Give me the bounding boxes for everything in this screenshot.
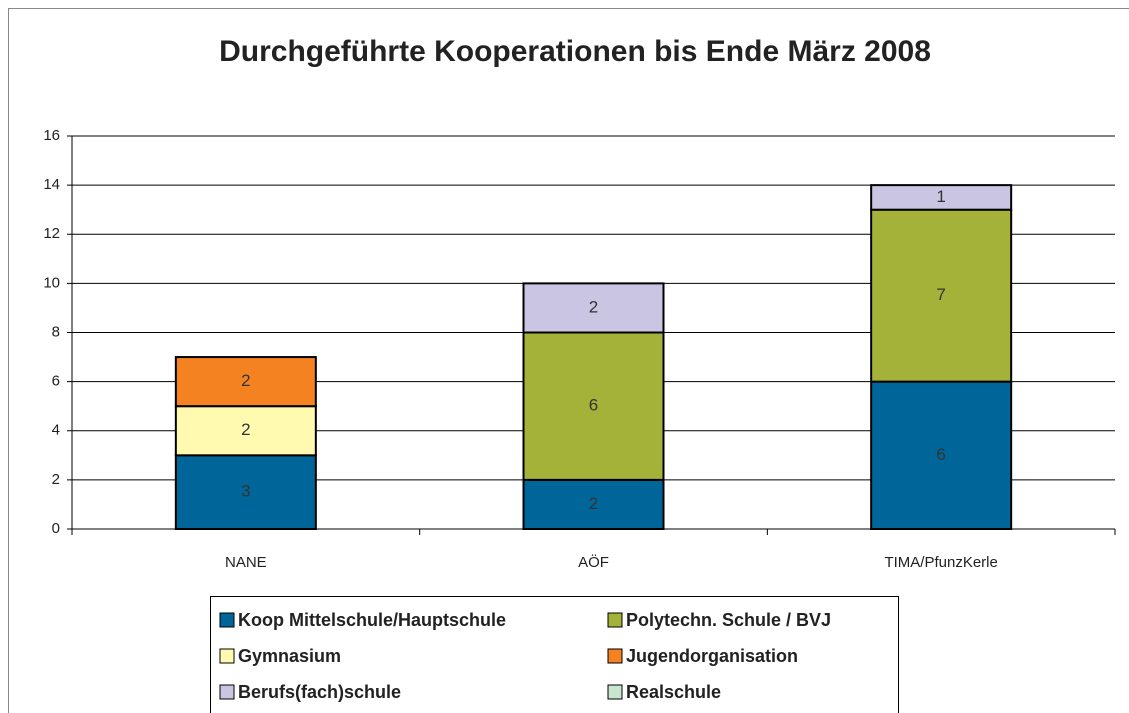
bar-segment xyxy=(174,454,317,530)
data-label: 2 xyxy=(241,371,250,390)
y-tick-label: 2 xyxy=(52,471,60,488)
bar-segment xyxy=(522,478,665,530)
x-tick-label: TIMA/PfunzKerle xyxy=(884,554,997,571)
y-tick-label: 6 xyxy=(52,373,60,390)
chart-title: Durchgeführte Kooperationen bis Ende Mär… xyxy=(219,35,931,68)
legend-label: Berufs(fach)schule xyxy=(238,682,401,702)
data-label: 6 xyxy=(936,445,945,464)
bar-segment xyxy=(870,380,1013,530)
data-label: 2 xyxy=(241,420,250,439)
legend-label: Realschule xyxy=(626,682,721,702)
y-tick-label: 12 xyxy=(43,225,60,242)
legend-swatch xyxy=(607,648,623,664)
data-label: 6 xyxy=(589,396,598,415)
legend-swatch xyxy=(219,684,235,700)
bar-segment xyxy=(870,208,1013,383)
data-label: 7 xyxy=(936,285,945,304)
x-tick-label: NANE xyxy=(225,554,267,571)
data-label: 2 xyxy=(589,297,598,316)
bar-segment xyxy=(870,184,1013,211)
y-tick-label: 8 xyxy=(52,323,60,340)
data-label: 2 xyxy=(589,494,598,513)
x-tick-label: AÖF xyxy=(578,553,609,571)
legend-box xyxy=(210,596,899,713)
legend-label: Jugendorganisation xyxy=(626,646,798,666)
legend-swatch xyxy=(219,648,235,664)
y-tick-label: 0 xyxy=(52,520,60,537)
legend-swatch xyxy=(607,612,623,628)
bar-segment xyxy=(522,331,665,481)
y-tick-label: 4 xyxy=(52,422,60,439)
bar-segment xyxy=(174,356,317,408)
legend-label: Gymnasium xyxy=(238,646,341,666)
y-tick-label: 14 xyxy=(43,176,60,193)
legend-label: Koop Mittelschule/Hauptschule xyxy=(238,610,506,630)
y-tick-label: 16 xyxy=(43,127,60,144)
legend-swatch xyxy=(219,612,235,628)
bar-segment xyxy=(522,282,665,334)
y-tick-label: 10 xyxy=(43,274,60,291)
data-label: 3 xyxy=(241,482,250,501)
legend-label: Polytechn. Schule / BVJ xyxy=(626,610,831,630)
legend-swatch xyxy=(607,684,623,700)
data-label: 1 xyxy=(936,187,945,206)
